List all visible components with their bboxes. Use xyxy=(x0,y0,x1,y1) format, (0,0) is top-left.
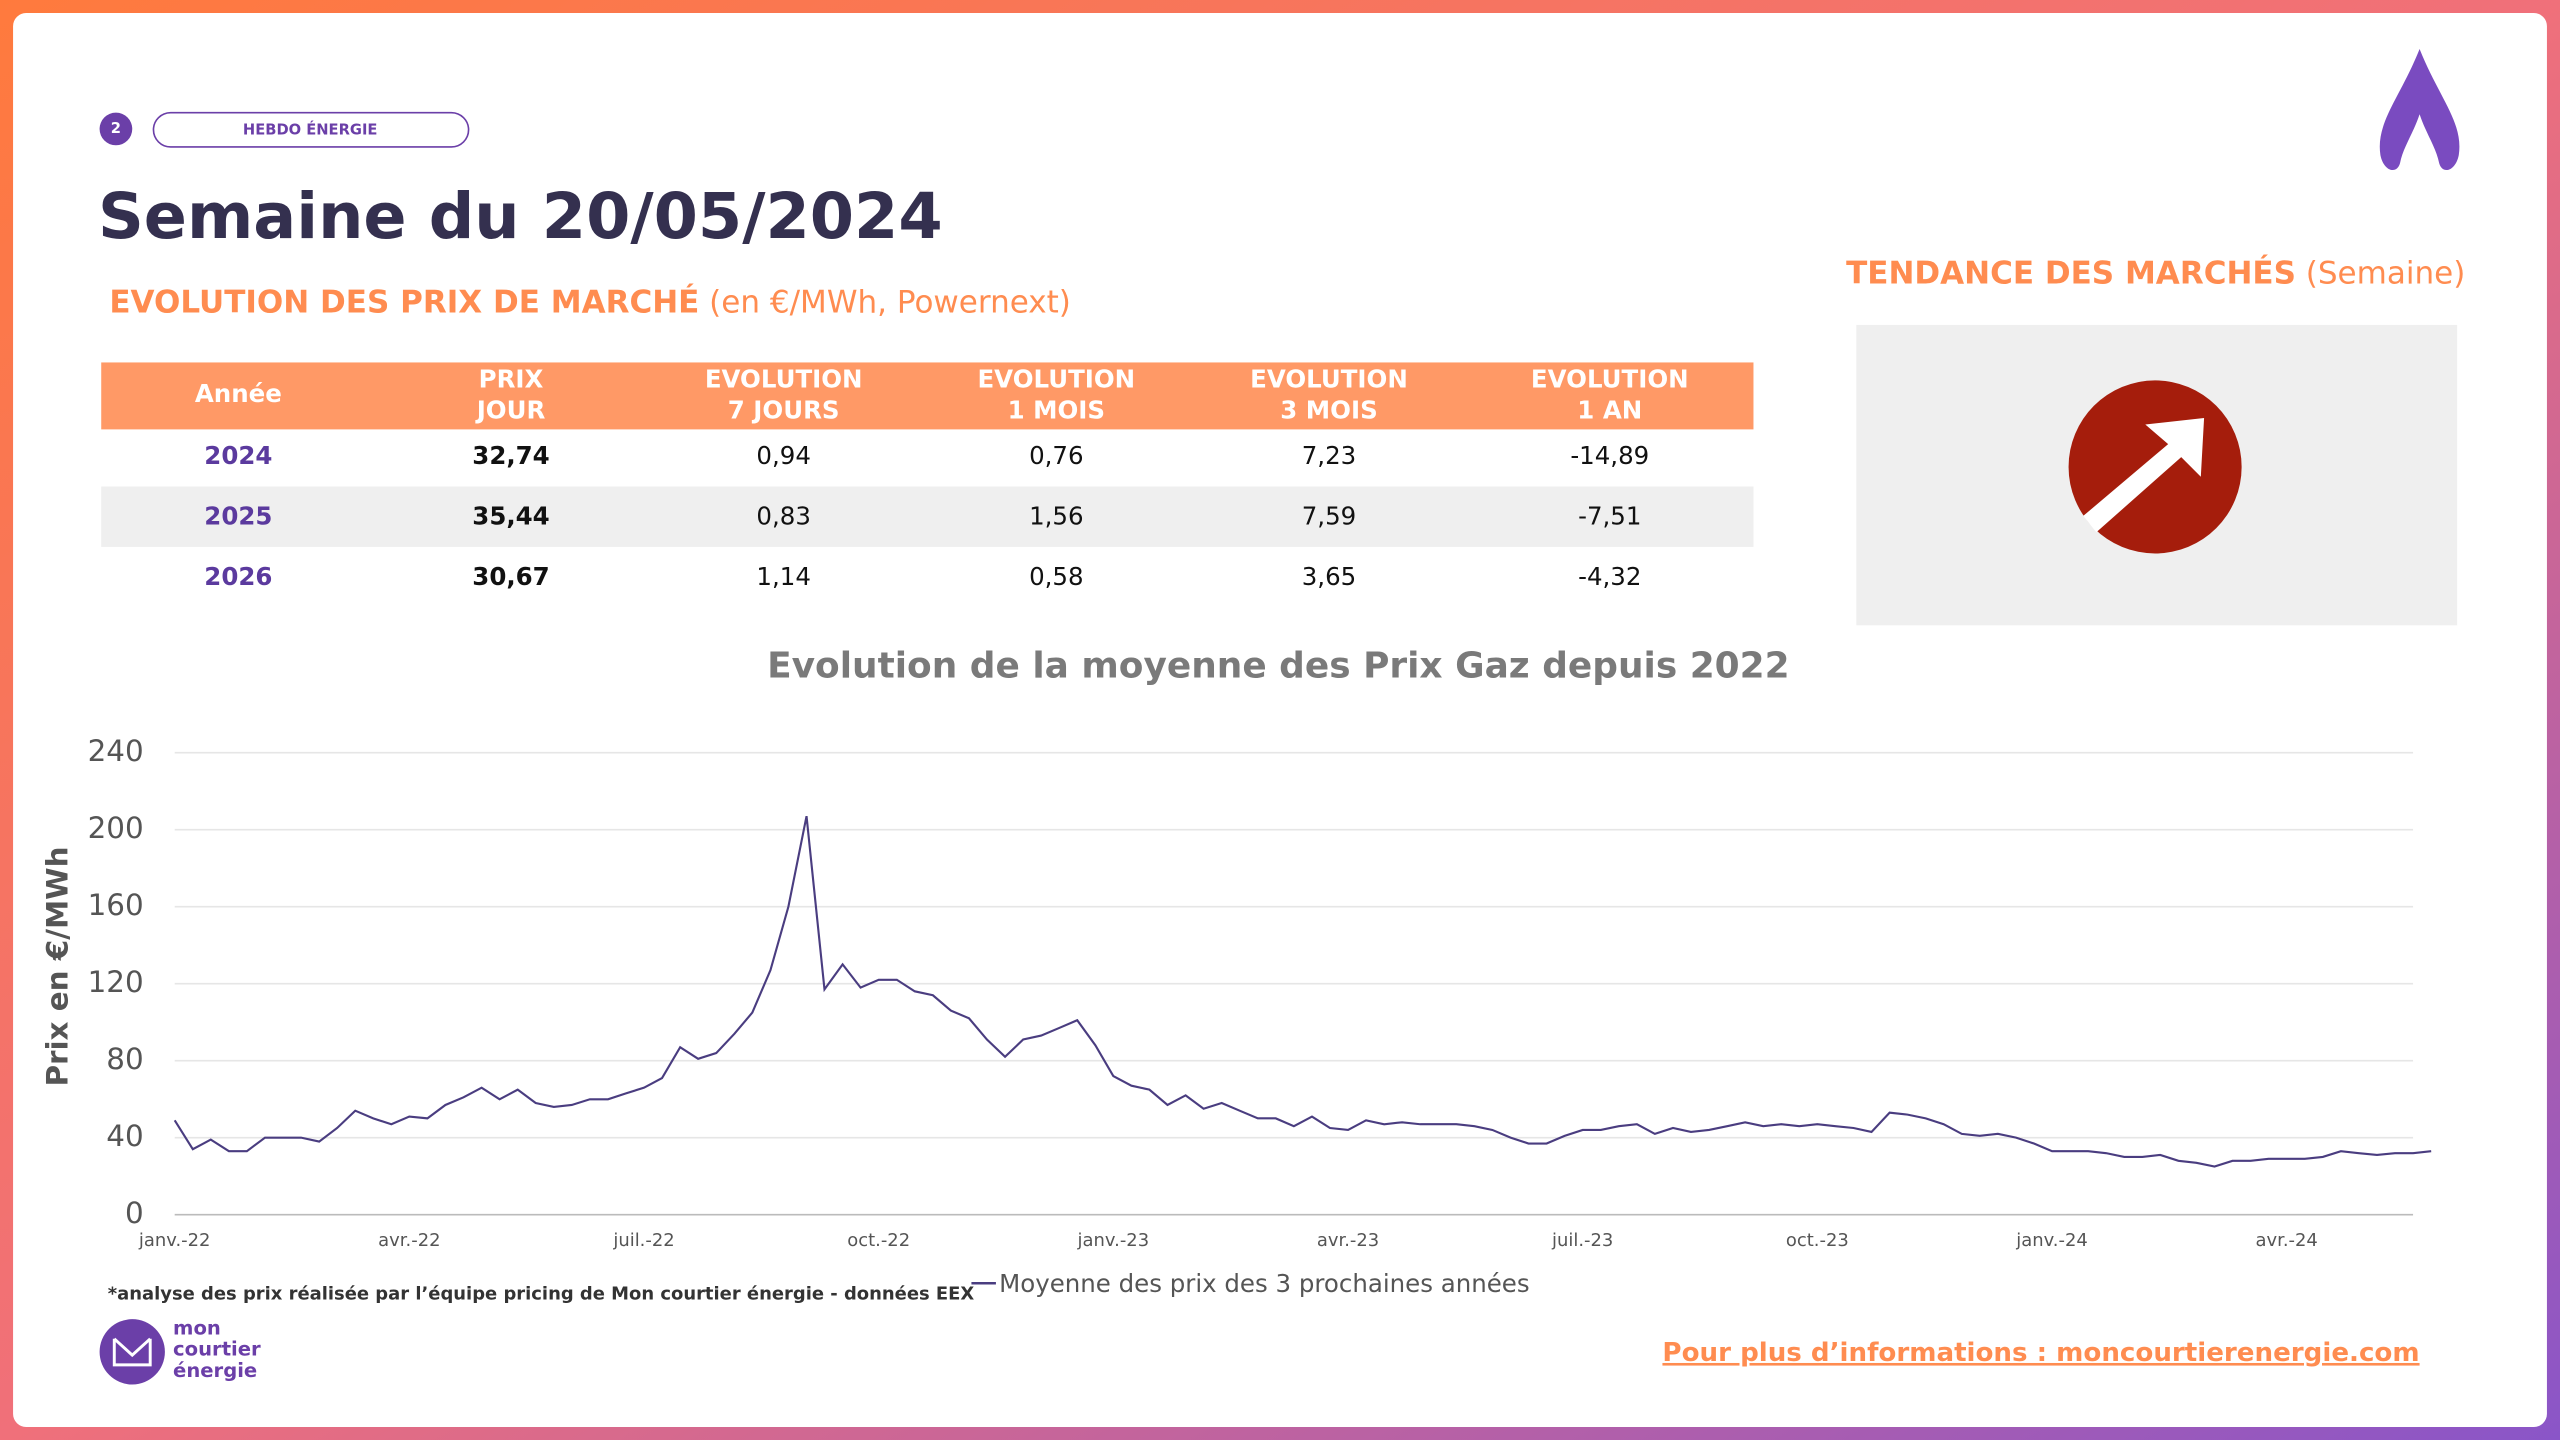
x-tick-label: oct.-23 xyxy=(1786,1230,1849,1251)
y-tick-label: 120 xyxy=(88,965,144,999)
y-tick-label: 80 xyxy=(106,1042,143,1076)
table-cell: -4,32 xyxy=(1578,562,1641,591)
table-cell: -7,51 xyxy=(1578,502,1641,531)
x-tick-label: janv.-22 xyxy=(138,1230,211,1251)
column-header: EVOLUTION xyxy=(1531,364,1689,393)
table-header xyxy=(101,362,1754,430)
column-header: EVOLUTION xyxy=(1250,364,1408,393)
y-axis-label: Prix en €/MWh xyxy=(40,847,74,1087)
tag-pill xyxy=(152,111,470,148)
x-tick-label: janv.-23 xyxy=(1077,1230,1150,1251)
column-header: EVOLUTION xyxy=(705,364,863,393)
column-header: EVOLUTION xyxy=(977,364,1135,393)
column-header: Année xyxy=(195,379,282,408)
x-tick-label: avr.-23 xyxy=(1317,1230,1379,1251)
footnote: *analyse des prix réalisée par l’équipe … xyxy=(108,1284,975,1305)
table-stripe xyxy=(101,486,1754,547)
page-number: 2 xyxy=(111,120,121,137)
table-cell: 2026 xyxy=(204,562,272,591)
y-tick-label: 200 xyxy=(88,811,144,845)
table-cell: 0,83 xyxy=(756,502,810,531)
column-header: 3 MOIS xyxy=(1280,395,1377,424)
section: EVOLUTION DES PRIX DE MARCHÉ xyxy=(109,283,699,321)
table-cell: 2024 xyxy=(204,441,272,470)
link[interactable]: Pour plus d’informations : moncourtieren… xyxy=(1662,1338,2419,1368)
table-cell: 1,56 xyxy=(1029,502,1083,531)
trend-label: TENDANCE DES MARCHÉS xyxy=(1846,253,2296,291)
table-cell: 1,14 xyxy=(756,562,810,591)
table-cell: 32,74 xyxy=(472,441,549,470)
column-header: 1 MOIS xyxy=(1008,395,1105,424)
tag: HEBDO ÉNERGIE xyxy=(243,121,378,139)
y-tick-label: 160 xyxy=(88,888,144,922)
y-tick-label: 0 xyxy=(125,1196,144,1230)
x-tick-label: juil.-23 xyxy=(1551,1230,1613,1251)
logo-text: courtier xyxy=(173,1338,261,1361)
table-cell: 3,65 xyxy=(1302,562,1356,591)
logo-icon xyxy=(112,1337,152,1367)
table-cell: 0,58 xyxy=(1029,562,1083,591)
chart-title: Evolution de la moyenne des Prix Gaz dep… xyxy=(767,646,1790,687)
table-cell: 7,23 xyxy=(1302,441,1356,470)
x-tick-label: janv.-24 xyxy=(2015,1230,2088,1251)
table-cell: 0,94 xyxy=(756,441,810,470)
table-cell: 0,76 xyxy=(1029,441,1083,470)
table-cell: 2025 xyxy=(204,502,272,531)
column-header: PRIX xyxy=(479,364,544,393)
x-tick-label: avr.-22 xyxy=(378,1230,440,1251)
logo-mark xyxy=(99,1319,165,1385)
table-cell: 35,44 xyxy=(472,502,549,531)
price-line xyxy=(173,815,2432,1168)
y-tick-label: 240 xyxy=(88,734,144,768)
info-link[interactable]: Pour plus d’informations : moncourtieren… xyxy=(1662,1338,2419,1368)
column-header: 7 JOURS xyxy=(728,395,840,424)
page-badge xyxy=(99,112,133,146)
x-tick-label: oct.-22 xyxy=(847,1230,910,1251)
section-title: EVOLUTION DES PRIX DE MARCHÉ (en €/MWh, P… xyxy=(109,283,1071,321)
y-tick-label: 40 xyxy=(106,1119,143,1153)
column-header: JOUR xyxy=(475,395,546,424)
logo-text: énergie xyxy=(173,1359,257,1382)
legend-label: Moyenne des prix des 3 prochaines années xyxy=(999,1269,1529,1298)
x-tick-label: avr.-24 xyxy=(2256,1230,2318,1251)
table-cell: -14,89 xyxy=(1570,441,1649,470)
trend-note: (Semaine) xyxy=(2306,255,2466,291)
title: Semaine du 20/05/2024 xyxy=(98,180,943,254)
logo-text: mon xyxy=(173,1316,221,1339)
section-note: (en €/MWh, Powernext) xyxy=(709,285,1071,321)
trend-title: TENDANCE DES MARCHÉS (Semaine) xyxy=(1846,253,2465,291)
table-cell: 7,59 xyxy=(1302,502,1356,531)
table-cell: 30,67 xyxy=(472,562,549,591)
x-tick-label: juil.-22 xyxy=(612,1230,674,1251)
flame-logo xyxy=(2379,48,2460,171)
column-header: 1 AN xyxy=(1577,395,1642,424)
trend-arrow xyxy=(2083,417,2205,533)
